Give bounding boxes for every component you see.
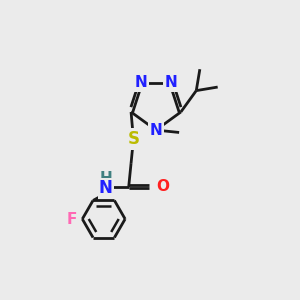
- Text: F: F: [67, 212, 77, 226]
- Text: H: H: [99, 171, 112, 186]
- Text: O: O: [156, 179, 169, 194]
- Text: N: N: [99, 179, 113, 197]
- Text: N: N: [134, 75, 147, 90]
- Text: N: N: [165, 75, 178, 90]
- Text: S: S: [128, 130, 140, 148]
- Text: N: N: [150, 123, 162, 138]
